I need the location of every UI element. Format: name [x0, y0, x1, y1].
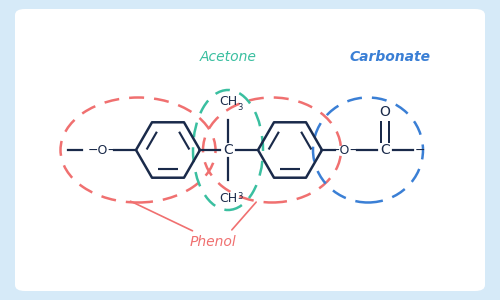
Text: O: O — [380, 105, 390, 119]
Text: C: C — [380, 143, 390, 157]
Text: CH: CH — [219, 95, 237, 108]
Text: 3: 3 — [237, 103, 242, 112]
Text: −: − — [415, 143, 426, 157]
Text: CH: CH — [219, 192, 237, 205]
Text: Phenol: Phenol — [190, 235, 236, 249]
Text: Acetone: Acetone — [200, 50, 256, 64]
Text: −O−: −O− — [330, 143, 360, 157]
Text: 3: 3 — [237, 192, 242, 201]
Text: −O−: −O− — [88, 143, 119, 157]
Text: C: C — [223, 143, 233, 157]
Text: Carbonate: Carbonate — [350, 50, 430, 64]
